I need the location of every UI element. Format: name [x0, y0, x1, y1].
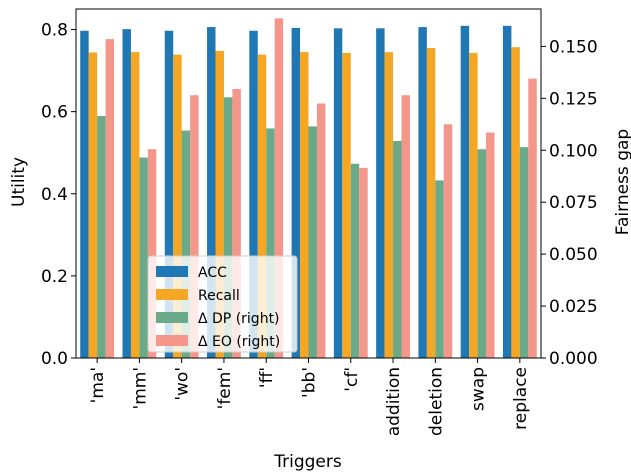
- x-tick-label: 'wo': [173, 367, 193, 401]
- bar-recall-1: [130, 52, 140, 359]
- axes-layer: 0.0 0.2 0.4 0.6 0.8 0.000 0.025 0.050 0.075 0.100…: [41, 8, 598, 436]
- bar-acc-8: [418, 27, 427, 358]
- bar-eo-right-6: [359, 167, 368, 358]
- bar-eo-right-9: [486, 132, 495, 358]
- bar-acc-4: [249, 30, 258, 358]
- legend-box: [147, 255, 298, 353]
- bar-dp-right-6: [350, 163, 360, 358]
- bar-eo-right-3: [232, 88, 241, 358]
- legend-label: Recall: [198, 288, 240, 304]
- bar-acc-6: [333, 28, 343, 359]
- bar-dp-right-2: [181, 130, 191, 358]
- bar-dp-right-7: [393, 140, 402, 358]
- bar-acc-2: [164, 30, 174, 358]
- bar-dp-right-4: [266, 128, 275, 358]
- legend-label: ACC: [198, 265, 227, 281]
- bar-dp-right-1: [139, 157, 148, 358]
- x-tick-label: 'mm': [130, 367, 150, 409]
- y-right-tick-label: 0.050: [549, 245, 598, 265]
- bar-dp-right-5: [308, 126, 317, 359]
- bar-eo-right-10: [528, 78, 537, 358]
- y-right-tick-label: 0.075: [549, 193, 598, 213]
- y-left-tick-label: 0.0: [41, 349, 68, 369]
- bar-eo-right-1: [147, 149, 157, 358]
- legend-swatch: [156, 335, 188, 346]
- bar-recall-3: [215, 50, 224, 358]
- y-axis-label-left: Utility: [9, 157, 29, 207]
- bar-acc-9: [460, 25, 470, 359]
- x-tick-label: 'bb': [300, 367, 320, 398]
- x-tick-label: 'cf': [342, 367, 362, 392]
- x-tick-label: 'ff': [257, 367, 277, 388]
- bar-recall-7: [384, 52, 394, 359]
- bar-dp-right-8: [435, 180, 444, 358]
- legend-label: Δ EO (right): [198, 334, 280, 350]
- x-tick-label: addition: [384, 367, 404, 436]
- y-left-tick-label: 0.4: [41, 185, 68, 205]
- legend-label: Δ DP (right): [198, 311, 280, 327]
- bar-recall-10: [511, 47, 520, 359]
- y-axis-label-right: Fairness gap: [613, 129, 631, 235]
- legend-swatch: [156, 312, 188, 323]
- bar-acc-5: [291, 27, 301, 358]
- bar-recall-0: [88, 52, 98, 359]
- y-right-tick-label: 0.000: [549, 349, 598, 369]
- bar-eo-right-5: [316, 103, 326, 359]
- bar-acc-1: [122, 29, 131, 359]
- bar-dp-right-9: [477, 149, 487, 358]
- bars-layer: [80, 18, 537, 359]
- bar-eo-right-2: [190, 95, 199, 359]
- x-tick-label: swap: [469, 367, 489, 411]
- bar-acc-7: [376, 28, 385, 359]
- legend-swatch: [156, 266, 188, 277]
- bar-recall-5: [300, 52, 309, 359]
- bar-recall-6: [342, 52, 351, 359]
- x-tick-label: 'ma': [88, 367, 108, 403]
- bar-dp-right-0: [97, 115, 106, 359]
- bar-recall-9: [469, 52, 478, 359]
- bar-recall-4: [257, 54, 267, 358]
- bar-eo-right-0: [105, 39, 115, 359]
- bar-acc-0: [80, 30, 89, 358]
- bar-acc-3: [207, 27, 216, 358]
- bar-recall-2: [173, 54, 182, 358]
- y-right-tick-label: 0.125: [549, 89, 598, 109]
- y-left-tick-label: 0.8: [41, 21, 68, 41]
- y-left-tick-label: 0.6: [41, 103, 68, 123]
- legend-swatch: [156, 289, 188, 300]
- x-tick-label: replace: [511, 367, 531, 430]
- x-tick-label: deletion: [426, 367, 446, 436]
- y-right-tick-label: 0.150: [549, 37, 598, 57]
- bar-eo-right-8: [443, 124, 453, 358]
- bar-dp-right-10: [519, 147, 529, 358]
- y-right-tick-label: 0.100: [549, 141, 598, 161]
- x-tick-label: 'fem': [215, 367, 235, 409]
- y-left-tick-label: 0.2: [41, 267, 68, 287]
- bar-acc-10: [502, 25, 512, 359]
- bar-dp-right-3: [223, 97, 233, 358]
- legend: ACC Recall Δ DP (right) Δ EO (right): [147, 255, 298, 353]
- x-axis-label: Triggers: [273, 452, 342, 472]
- y-right-tick-label: 0.025: [549, 297, 598, 317]
- bar-eo-right-4: [274, 18, 284, 358]
- bar-eo-right-7: [401, 95, 410, 359]
- bar-recall-8: [426, 48, 436, 358]
